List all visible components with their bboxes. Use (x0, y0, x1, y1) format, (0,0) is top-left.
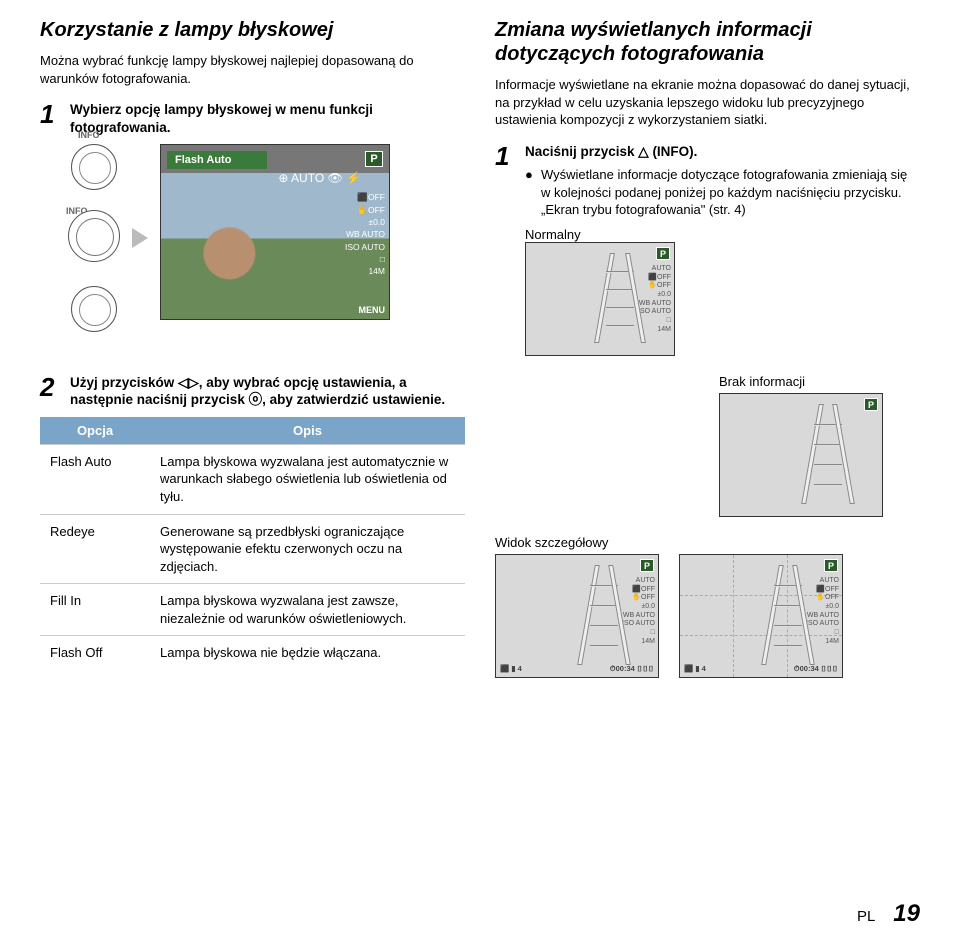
d1-s4: WB AUTO (622, 612, 655, 620)
ladder-icon (808, 404, 848, 504)
lcd-side-3: WB AUTO (345, 230, 385, 239)
d2-br: ⏱00:34 ▯▯▯ (794, 664, 838, 674)
right-title: Zmiana wyświetlanych informacji dotycząc… (495, 18, 920, 66)
lcd-side-icons: ⬛OFF ✋OFF ±0.0 WB AUTO ISO AUTO □ 14M (345, 193, 385, 276)
blank-thumb-p: P (864, 398, 878, 411)
opt-name-0: Flash Auto (40, 444, 150, 514)
d1-s3: ±0.0 (622, 603, 655, 611)
control-dial-icon (71, 286, 117, 332)
lcd-flash-icons: ⊕ AUTO 👁 ⚡ (278, 171, 361, 185)
right-bullet: Wyświetlane informacje dotyczące fotogra… (541, 166, 920, 219)
opt-name-3: Flash Off (40, 636, 150, 670)
d2-s4: WB AUTO (806, 612, 839, 620)
left-step1-num: 1 (40, 101, 62, 136)
n-side-6: □ (638, 317, 671, 325)
d2-bl: ⬛ ▮ 4 (684, 664, 706, 674)
ladder-icon (584, 565, 624, 665)
d2-s0: AUTO (806, 577, 839, 585)
d2-s2: ✋OFF (806, 594, 839, 602)
d1-br: ⏱00:34 ▯▯▯ (610, 664, 654, 674)
normal-thumb: P AUTO ⬛OFF ✋OFF ±0.0 WB AUTO ISO AUTO □… (525, 242, 675, 356)
table-row: Fill InLampa błyskowa wyzwalana jest zaw… (40, 584, 465, 636)
brak-label: Brak informacji (719, 374, 883, 389)
blank-thumb: P (719, 393, 883, 517)
left-title: Korzystanie z lampy błyskowej (40, 18, 465, 42)
d1-s2: ✋OFF (622, 594, 655, 602)
ladder-icon (768, 565, 808, 665)
footer-page: 19 (893, 900, 920, 928)
table-row: RedeyeGenerowane są przedbłyski ogranicz… (40, 514, 465, 584)
d2-p: P (824, 559, 838, 572)
table-row: Flash AutoLampa błyskowa wyzwalana jest … (40, 444, 465, 514)
lcd-side-4: ISO AUTO (345, 243, 385, 252)
detail-thumb-2: P AUTO ⬛OFF ✋OFF ±0.0 WB AUTO ISO AUTO □… (679, 554, 843, 678)
opt-name-1: Redeye (40, 514, 150, 584)
n-side-5: ISO AUTO (638, 308, 671, 316)
table-row: Flash OffLampa błyskowa nie będzie włącz… (40, 636, 465, 670)
opt-desc-0: Lampa błyskowa wyzwalana jest automatycz… (150, 444, 465, 514)
flash-diagram: INFO INFO Flash Auto P ⊕ AUTO 👁 ⚡ ⬛OFF ✋… (68, 144, 465, 332)
d1-s6: □ (622, 629, 655, 637)
footer-lang: PL (857, 908, 875, 925)
th-opcja: Opcja (40, 417, 150, 445)
detail-label: Widok szczegółowy (495, 535, 920, 550)
n-side-2: ✋OFF (638, 282, 671, 290)
lcd-side-0: ⬛OFF (345, 193, 385, 202)
opt-name-2: Fill In (40, 584, 150, 636)
left-step1-text: Wybierz opcję lampy błyskowej w menu fun… (70, 101, 465, 136)
d2-s5: ISO AUTO (806, 620, 839, 628)
detail-thumb-1: P AUTO ⬛OFF ✋OFF ±0.0 WB AUTO ISO AUTO □… (495, 554, 659, 678)
normal-thumb-side: AUTO ⬛OFF ✋OFF ±0.0 WB AUTO ISO AUTO □ 1… (638, 265, 671, 334)
d1-s1: ⬛OFF (622, 586, 655, 594)
d2-side: AUTO ⬛OFF ✋OFF ±0.0 WB AUTO ISO AUTO □ 1… (806, 577, 839, 646)
lcd-menu-label: MENU (359, 305, 386, 315)
d2-s6: □ (806, 629, 839, 637)
d1-bl: ⬛ ▮ 4 (500, 664, 522, 674)
d2-s1: ⬛OFF (806, 586, 839, 594)
lcd-side-2: ±0.0 (345, 218, 385, 227)
lens-ring-icon (68, 210, 120, 262)
lcd-flash-label: Flash Auto (167, 151, 267, 169)
bullet-dot-icon: ● (525, 166, 535, 219)
options-table: Opcja Opis Flash AutoLampa błyskowa wyzw… (40, 417, 465, 670)
lcd-side-6: 14M (345, 267, 385, 276)
d1-s0: AUTO (622, 577, 655, 585)
lcd-side-1: ✋OFF (345, 206, 385, 215)
normal-thumb-p: P (656, 247, 670, 260)
lcd-side-5: □ (345, 255, 385, 264)
right-intro: Informacje wyświetlane na ekranie można … (495, 76, 920, 129)
n-side-1: ⬛OFF (638, 274, 671, 282)
opt-desc-1: Generowane są przedbłyski ograniczające … (150, 514, 465, 584)
d1-side: AUTO ⬛OFF ✋OFF ±0.0 WB AUTO ISO AUTO □ 1… (622, 577, 655, 646)
ladder-icon (600, 253, 640, 343)
left-intro: Można wybrać funkcję lampy błyskowej naj… (40, 52, 465, 87)
opt-desc-3: Lampa błyskowa nie będzie włączana. (150, 636, 465, 670)
right-step1-num: 1 (495, 143, 517, 219)
d1-s5: ISO AUTO (622, 620, 655, 628)
opt-desc-2: Lampa błyskowa wyzwalana jest zawsze, ni… (150, 584, 465, 636)
info-label-top: INFO (78, 130, 100, 140)
n-side-3: ±0.0 (638, 291, 671, 299)
right-step1-text: Naciśnij przycisk △ (INFO). (525, 144, 697, 159)
step2-num: 2 (40, 374, 62, 409)
d1-p: P (640, 559, 654, 572)
camera-lcd-preview: Flash Auto P ⊕ AUTO 👁 ⚡ ⬛OFF ✋OFF ±0.0 W… (160, 144, 390, 320)
th-opis: Opis (150, 417, 465, 445)
step2-text: Użyj przycisków ◁▷, aby wybrać opcję ust… (70, 374, 465, 409)
mode-dial-icon (71, 144, 117, 190)
arrow-right-icon (132, 228, 148, 248)
lcd-p-badge: P (365, 151, 383, 167)
d2-s3: ±0.0 (806, 603, 839, 611)
normal-label: Normalny (525, 227, 920, 242)
n-side-4: WB AUTO (638, 300, 671, 308)
page-footer: PL 19 (857, 900, 920, 928)
n-side-0: AUTO (638, 265, 671, 273)
